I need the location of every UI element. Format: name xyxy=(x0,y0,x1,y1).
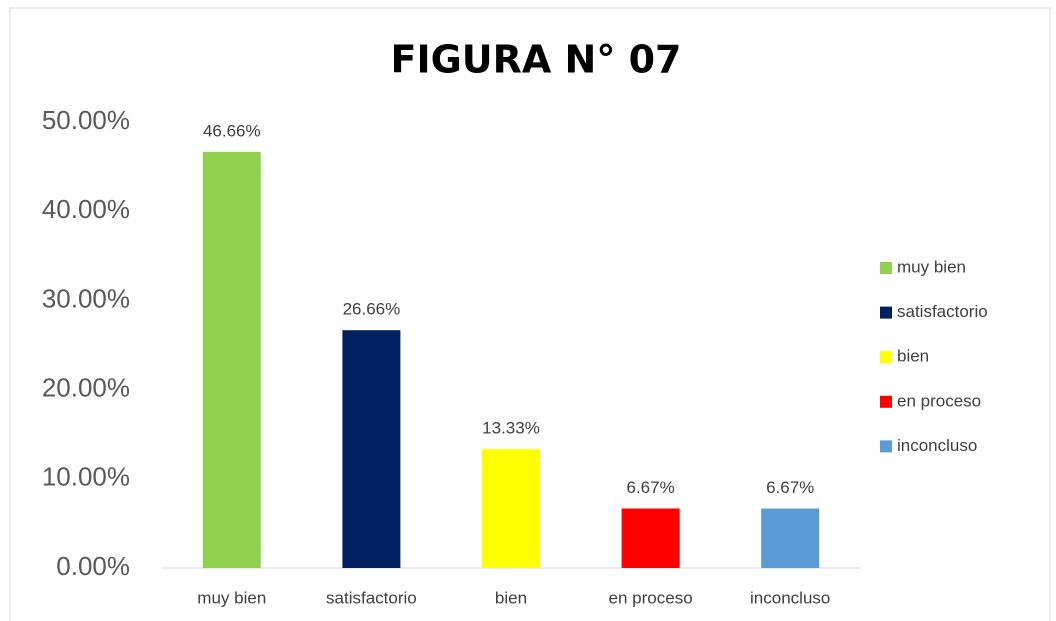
data-label: 13.33% xyxy=(482,419,540,438)
legend-swatch xyxy=(880,440,892,453)
data-label: 6.67% xyxy=(626,478,674,497)
y-tick-label: 50.00% xyxy=(42,105,130,135)
bar xyxy=(621,508,680,568)
legend-swatch xyxy=(880,262,892,274)
bar xyxy=(202,151,261,569)
data-label: 6.67% xyxy=(766,478,814,497)
x-tick-label: inconcluso xyxy=(750,588,830,607)
x-tick-label: bien xyxy=(495,588,527,607)
data-label: 46.66% xyxy=(203,121,261,140)
legend-swatch xyxy=(880,351,892,364)
legend-label: satisfactorio xyxy=(897,302,988,321)
legend-swatch xyxy=(880,306,892,319)
legend-label: inconcluso xyxy=(897,436,977,455)
y-tick-label: 40.00% xyxy=(42,194,130,224)
chart-title: FIGURA N° 07 xyxy=(391,38,682,82)
legend-swatch xyxy=(880,395,892,408)
bar xyxy=(342,330,401,568)
bar xyxy=(761,508,820,568)
x-tick-label: satisfactorio xyxy=(326,588,417,607)
y-tick-label: 20.00% xyxy=(42,372,130,402)
legend-label: bien xyxy=(897,347,929,366)
y-tick-label: 10.00% xyxy=(42,462,130,492)
legend-label: muy bien xyxy=(897,257,966,276)
x-tick-label: en proceso xyxy=(609,588,693,607)
x-tick-label: muy bien xyxy=(197,588,266,607)
legend-label: en proceso xyxy=(897,391,981,410)
bar xyxy=(482,449,540,568)
data-label: 26.66% xyxy=(343,300,401,319)
y-tick-label: 0.00% xyxy=(56,551,130,581)
y-tick-label: 30.00% xyxy=(42,283,130,313)
